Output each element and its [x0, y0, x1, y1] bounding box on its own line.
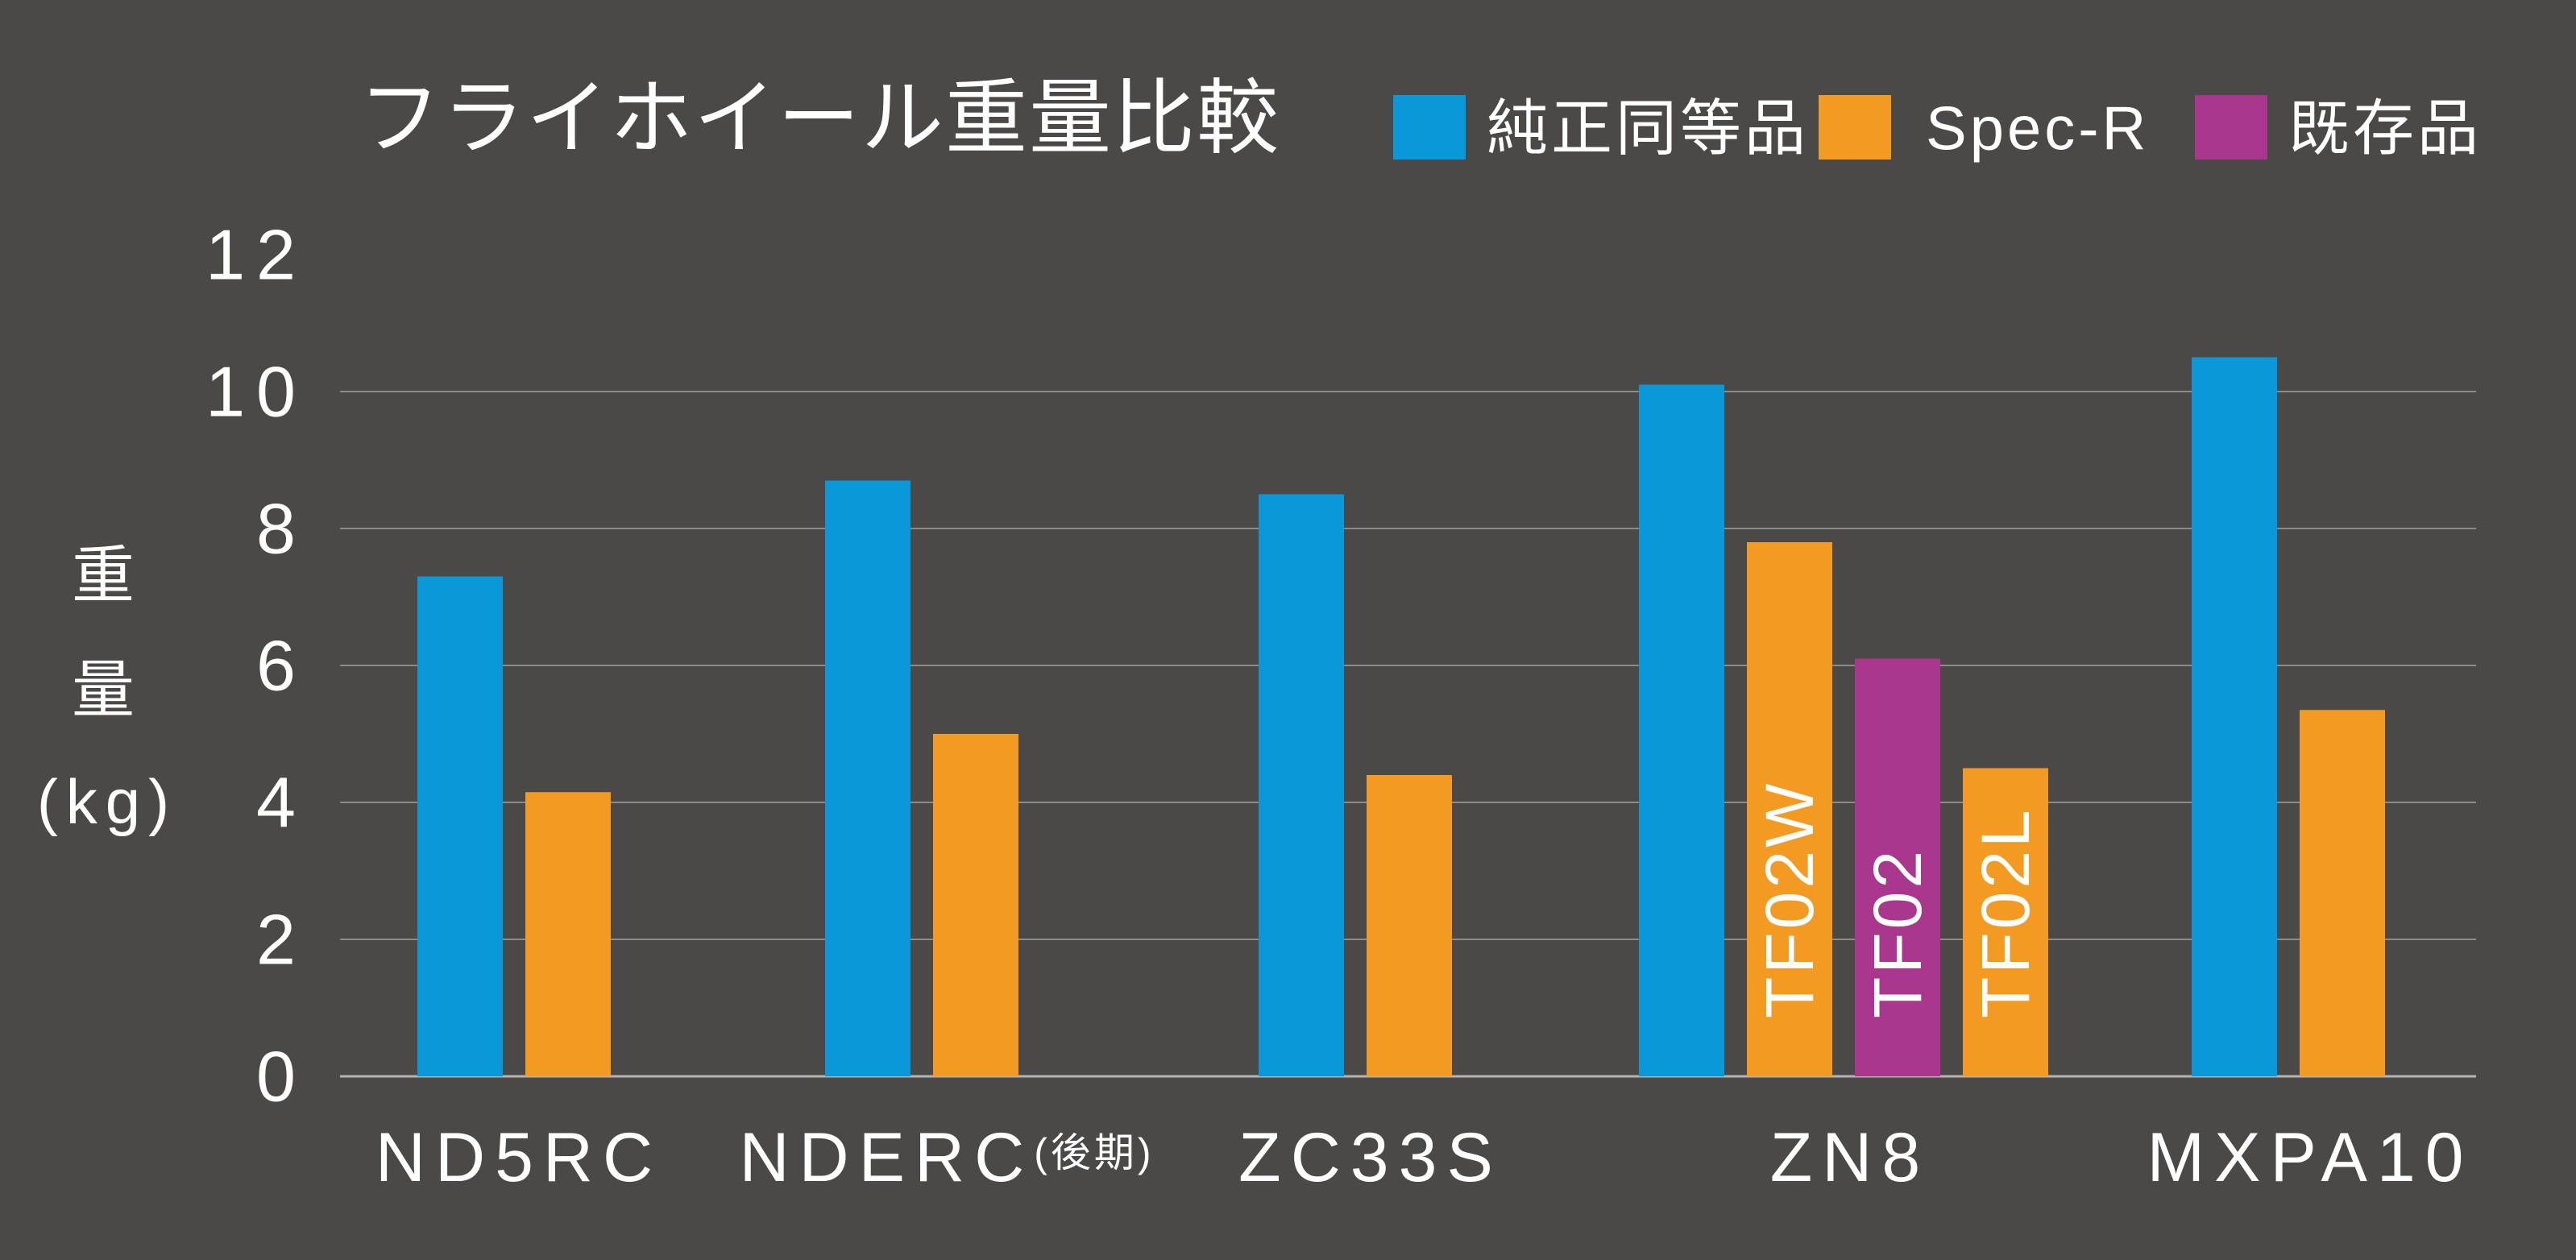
y-tick-labels: 0 2 4 6 8 10 12 — [205, 215, 307, 1117]
bar-inner-labels: TF02W TF02 TF02L — [1752, 781, 2043, 1018]
legend-label-genuine: 純正同等品 — [1487, 95, 1809, 164]
y-tick-label: 10 — [205, 352, 307, 432]
bar-nd5rc-genuine — [417, 576, 503, 1076]
bar-mxpa10-spec-r — [2300, 710, 2385, 1076]
bar-label-tf02l: TF02L — [1968, 806, 2043, 1018]
x-tick-labels: ND5RC NDERC(後期) ZC33S ZN8 MXPA10 — [375, 1119, 2474, 1196]
x-tick-label-zc33s: ZC33S — [1238, 1119, 1503, 1196]
legend-item-genuine: 純正同等品 — [1393, 95, 1809, 164]
x-tick-label-nderc: NDERC(後期) — [739, 1119, 1154, 1196]
y-axis-label-line-2: 量 — [72, 654, 143, 725]
y-axis-label: 重 量 (kg) — [37, 540, 177, 837]
bar-mxpa10-genuine — [2192, 357, 2277, 1076]
bar-nderc-genuine — [825, 480, 911, 1076]
bar-nd5rc-spec-r — [525, 792, 611, 1076]
x-tick-label-zn8: ZN8 — [1770, 1119, 1930, 1196]
legend-item-existing: 既存品 — [2195, 95, 2482, 164]
y-axis-label-line-1: 重 — [72, 540, 143, 611]
legend-label-spec-r: Spec-R — [1926, 95, 2149, 164]
y-tick-label: 8 — [256, 489, 307, 569]
bar-zc33s-genuine — [1259, 494, 1344, 1076]
bar-label-tf02: TF02 — [1860, 848, 1935, 1018]
legend-swatch-existing — [2195, 95, 2267, 160]
legend: 純正同等品 Spec-R 既存品 — [1393, 95, 2482, 164]
y-tick-label: 6 — [256, 626, 307, 706]
bar-zn8-spec-r — [1747, 542, 1832, 1076]
bar-nderc-spec-r — [933, 734, 1018, 1076]
y-tick-label: 0 — [256, 1037, 307, 1117]
bar-label-tf02w: TF02W — [1752, 781, 1827, 1018]
bar-zn8-existing — [1855, 658, 1940, 1076]
bar-zn8-genuine — [1639, 384, 1724, 1076]
x-tick-label-mxpa10: MXPA10 — [2147, 1119, 2474, 1196]
legend-label-existing: 既存品 — [2288, 95, 2482, 164]
legend-item-spec-r: Spec-R — [1819, 95, 2149, 164]
bar-zn8-spec-r — [1963, 768, 2048, 1076]
chart-title: フライホイール重量比較 — [359, 73, 1280, 164]
y-tick-label: 12 — [205, 215, 307, 295]
bars — [417, 357, 2385, 1076]
y-tick-label: 4 — [256, 763, 307, 843]
x-tick-label-nd5rc: ND5RC — [375, 1119, 662, 1196]
y-tick-label: 2 — [256, 900, 307, 980]
bar-zc33s-spec-r — [1367, 775, 1452, 1076]
legend-swatch-genuine — [1393, 95, 1466, 160]
legend-swatch-spec-r — [1819, 95, 1891, 160]
y-axis-label-unit: (kg) — [37, 766, 177, 837]
